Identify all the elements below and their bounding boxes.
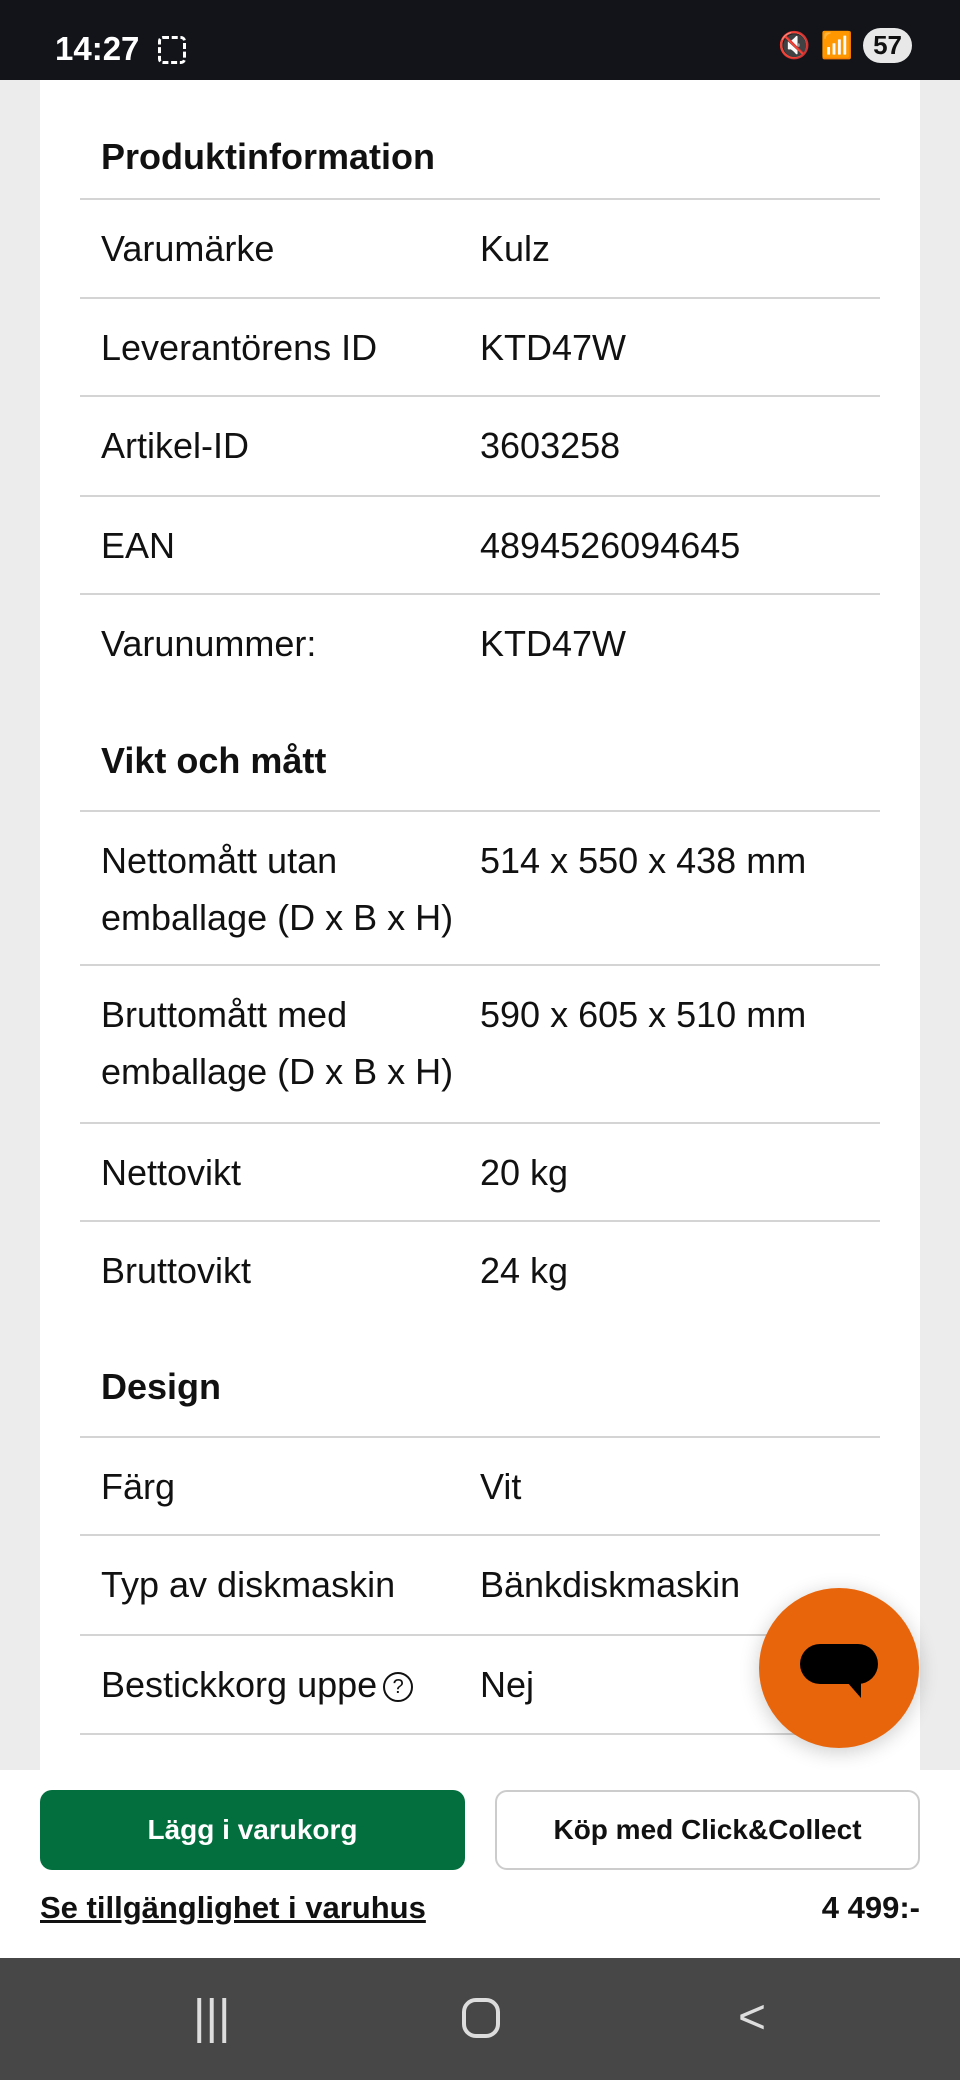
- table-row: Bruttovikt 24 kg: [80, 1220, 880, 1320]
- product-spec-card: Produktinformation Varumärke Kulz Leveran…: [40, 80, 920, 1780]
- row-value: Bänkdiskmaskin: [480, 1564, 741, 1605]
- row-value: KTD47W: [480, 623, 627, 664]
- battery-indicator: 57: [863, 28, 912, 63]
- table-row: Typ av diskmaskin Bänkdiskmaskin: [80, 1534, 880, 1634]
- table-row: Leverantörens ID KTD47W: [80, 297, 880, 395]
- row-value: 4894526094645: [480, 525, 741, 566]
- row-label: Varumärke: [101, 228, 275, 269]
- purchase-bar: Lägg i varukorg Köp med Click&Collect Se…: [0, 1770, 960, 1958]
- table-row: Artikel-ID 3603258: [80, 395, 880, 495]
- table-row: Nettovikt 20 kg: [80, 1122, 880, 1220]
- section-title: Vikt och mått: [101, 740, 327, 781]
- add-to-cart-button[interactable]: Lägg i varukorg: [40, 1790, 465, 1870]
- row-label: Bruttomått med emballage (D x B x H): [101, 994, 454, 1092]
- recent-apps-icon[interactable]: |||: [193, 1991, 231, 2044]
- system-nav-bar: ||| <: [0, 1958, 960, 2080]
- row-label: Varunummer:: [101, 623, 317, 664]
- row-value: 590 x 605 x 510 mm: [480, 994, 807, 1035]
- help-icon[interactable]: ?: [383, 1672, 414, 1703]
- row-value: Vit: [480, 1466, 522, 1507]
- status-time: 14:27: [55, 30, 140, 67]
- table-row: Färg Vit: [80, 1436, 880, 1534]
- section-title: Produktinformation: [101, 136, 435, 177]
- home-icon[interactable]: [462, 1998, 500, 2038]
- row-label: Nettovikt: [101, 1152, 242, 1193]
- table-row: Bestickkorg uppe? Nej: [80, 1634, 880, 1733]
- table-row: Nettomått utan emballage (D x B x H) 514 …: [80, 810, 880, 964]
- row-label: EAN: [101, 525, 176, 566]
- table-row: Varumärke Kulz: [80, 198, 880, 297]
- click-collect-button[interactable]: Köp med Click&Collect: [495, 1790, 920, 1870]
- row-label: Typ av diskmaskin: [101, 1564, 396, 1605]
- wifi-icon: 📶: [820, 30, 854, 60]
- table-row: Bruttomått med emballage (D x B x H) 590 …: [80, 964, 880, 1122]
- row-value: 24 kg: [480, 1250, 569, 1291]
- table-row: [80, 1733, 880, 1773]
- chat-button[interactable]: [759, 1588, 919, 1748]
- chat-bubble-tail-icon: [847, 1682, 861, 1698]
- mute-icon: 🔇: [778, 30, 811, 60]
- status-bar: 14:27 🔇 📶 57: [0, 0, 960, 80]
- screenshot-icon: [158, 36, 186, 64]
- chat-bubble-icon: [800, 1644, 878, 1684]
- row-value: 514 x 550 x 438 mm: [480, 840, 807, 881]
- table-row: Varunummer: KTD47W: [80, 593, 880, 693]
- table-row: EAN 4894526094645: [80, 495, 880, 593]
- row-label: Bestickkorg uppe?: [101, 1656, 471, 1713]
- row-label: Leverantörens ID: [101, 327, 378, 368]
- row-label: Färg: [101, 1466, 176, 1507]
- row-value: KTD47W: [480, 327, 627, 368]
- row-value: 3603258: [480, 425, 621, 466]
- row-label: Bruttovikt: [101, 1250, 252, 1291]
- row-label-text: Bestickkorg uppe: [101, 1664, 378, 1705]
- row-value: Nej: [480, 1664, 535, 1705]
- row-label: Nettomått utan emballage (D x B x H): [101, 840, 454, 938]
- back-icon[interactable]: <: [738, 1991, 767, 2044]
- row-label: Artikel-ID: [101, 425, 250, 466]
- row-value: Kulz: [480, 228, 551, 269]
- availability-link[interactable]: Se tillgänglighet i varuhus: [40, 1890, 426, 1925]
- row-value: 20 kg: [480, 1152, 569, 1193]
- price: 4 499:-: [821, 1890, 920, 1925]
- section-title: Design: [101, 1366, 222, 1407]
